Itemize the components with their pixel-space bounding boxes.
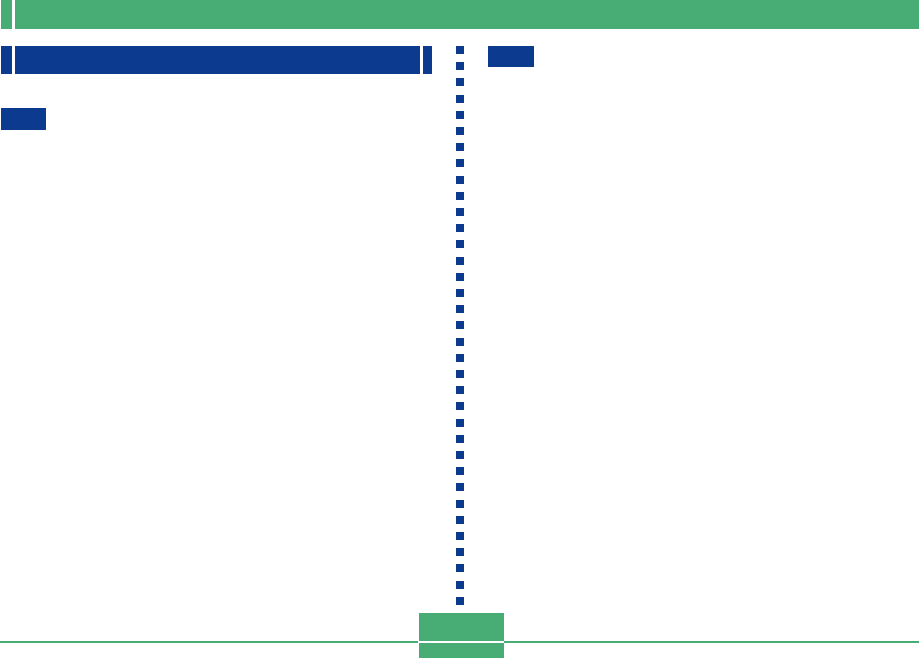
- page-number-box-top: [419, 613, 504, 641]
- divider-dot: [456, 532, 464, 540]
- divider-dot: [456, 208, 464, 216]
- divider-dot: [456, 321, 464, 330]
- left-label-tag: [1, 108, 46, 130]
- divider-dot: [456, 596, 464, 605]
- divider-dot: [456, 191, 464, 200]
- divider-dot: [456, 548, 464, 557]
- divider-dot: [456, 451, 464, 459]
- section-title-bar: [15, 46, 420, 74]
- footer-line-left: [0, 641, 418, 643]
- divider-dot: [456, 386, 464, 395]
- header-bar-cap: [1, 0, 12, 29]
- divider-dot: [456, 467, 464, 476]
- divider-dot: [456, 224, 464, 233]
- divider-dot: [456, 370, 464, 378]
- divider-dot: [456, 110, 464, 119]
- divider-dot: [456, 46, 464, 54]
- divider-dot: [456, 62, 464, 71]
- page-number-box-bottom: [419, 643, 504, 658]
- divider-dot: [456, 402, 464, 411]
- divider-dot: [456, 580, 464, 589]
- header-bar: [15, 0, 919, 29]
- divider-dot: [456, 159, 464, 168]
- divider-dot: [456, 337, 464, 346]
- divider-dot: [456, 127, 464, 135]
- right-label-tag: [488, 46, 534, 67]
- divider-dot: [456, 256, 464, 265]
- divider-dot: [456, 272, 464, 281]
- divider-dot: [456, 483, 464, 492]
- divider-dot: [456, 564, 464, 573]
- divider-dot: [456, 434, 464, 443]
- divider-dot: [456, 289, 464, 297]
- divider-dot: [456, 143, 464, 152]
- divider-dot: [456, 78, 464, 87]
- section-title-bar-cap-left: [1, 46, 12, 74]
- divider-dot: [456, 305, 464, 314]
- divider-dot: [456, 240, 464, 249]
- divider-dot: [456, 175, 464, 184]
- divider-dot: [456, 94, 464, 103]
- divider-dot: [456, 353, 464, 362]
- section-title-bar-cap-right: [423, 46, 432, 74]
- footer-line-right: [504, 641, 919, 643]
- divider-dot: [456, 418, 464, 427]
- divider-dot: [456, 499, 464, 508]
- divider-dot: [456, 515, 464, 524]
